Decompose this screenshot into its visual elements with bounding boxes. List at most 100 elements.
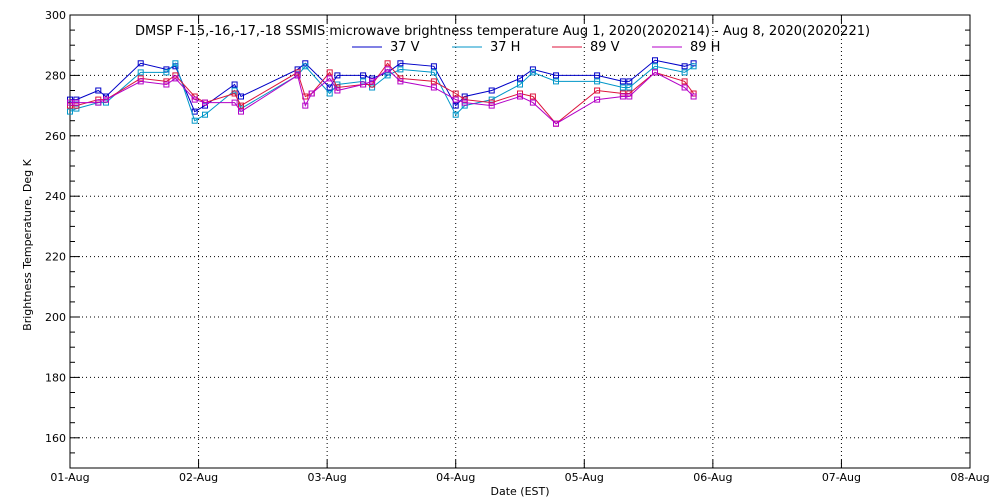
series-group — [67, 57, 697, 115]
data-point — [488, 87, 495, 94]
data-point — [690, 60, 697, 67]
data-point — [461, 99, 468, 106]
data-point — [397, 78, 404, 85]
data-point — [452, 90, 459, 97]
data-point — [238, 102, 244, 109]
data-point — [238, 93, 244, 100]
data-point — [95, 99, 102, 106]
data-point — [308, 90, 315, 97]
data-point — [231, 99, 238, 106]
data-point — [191, 117, 198, 124]
data-point — [326, 90, 333, 97]
data-point — [231, 81, 238, 88]
data-point — [326, 69, 333, 76]
series-group — [67, 60, 697, 124]
y-tick-label: 300 — [45, 9, 66, 22]
data-point — [384, 66, 391, 73]
data-point — [384, 60, 391, 67]
data-point — [231, 90, 238, 97]
data-point — [619, 84, 626, 91]
data-point — [369, 81, 376, 88]
y-tick-label: 200 — [45, 311, 66, 324]
y-tick-label: 280 — [45, 69, 66, 82]
data-point — [202, 99, 208, 106]
data-point — [430, 69, 437, 76]
data-point — [619, 93, 626, 100]
data-point — [137, 60, 144, 67]
data-point — [67, 108, 73, 115]
series-group — [67, 66, 697, 127]
grid-layer — [70, 15, 970, 468]
data-point — [360, 72, 367, 79]
data-point — [626, 93, 633, 100]
data-point — [103, 93, 109, 100]
data-point — [681, 78, 688, 85]
data-point — [67, 99, 73, 106]
data-point — [690, 93, 697, 100]
series-group — [67, 60, 697, 127]
data-point — [73, 99, 80, 106]
data-point — [652, 57, 658, 64]
y-tick-label: 180 — [45, 371, 66, 384]
data-point — [517, 75, 523, 82]
data-point — [302, 63, 309, 70]
data-point — [172, 60, 179, 67]
data-point — [430, 84, 437, 91]
x-tick-label: 02-Aug — [179, 471, 218, 484]
x-tick-label: 04-Aug — [436, 471, 475, 484]
data-point — [681, 63, 688, 70]
series-layer — [67, 57, 697, 127]
data-point — [594, 78, 601, 85]
data-point — [326, 75, 333, 82]
x-axis-label: Date (EST) — [490, 485, 549, 498]
data-point — [95, 87, 102, 94]
data-point — [517, 93, 523, 100]
data-point — [191, 108, 198, 115]
chart-legend: 37 V 37 H 89 V 89 H — [352, 40, 720, 55]
legend-label: 89 H — [690, 40, 720, 55]
x-tick-label: 06-Aug — [693, 471, 732, 484]
data-point — [326, 84, 333, 91]
data-point — [302, 102, 309, 109]
data-point — [529, 93, 536, 100]
y-axis-label: Brightness Temperature, Deg K — [21, 158, 34, 330]
data-point — [397, 66, 404, 73]
data-point — [681, 69, 688, 76]
data-point — [619, 78, 626, 85]
x-tick-label: 05-Aug — [565, 471, 604, 484]
data-point — [360, 78, 367, 85]
data-point — [397, 60, 404, 67]
data-point — [452, 111, 459, 118]
data-point — [202, 111, 208, 118]
x-tick-label: 08-Aug — [950, 471, 989, 484]
series-line — [70, 59, 694, 113]
y-tick-label: 240 — [45, 190, 66, 203]
data-point — [360, 81, 367, 88]
data-point — [452, 102, 459, 109]
y-tick-label: 260 — [45, 130, 66, 143]
y-tick-label: 160 — [45, 432, 66, 445]
y-tick-label: 220 — [45, 251, 66, 264]
data-point — [594, 96, 601, 103]
data-point — [652, 63, 658, 70]
data-point — [384, 72, 391, 79]
data-point — [529, 99, 536, 106]
chart-title: DMSP F-15,-16,-17,-18 SSMIS microwave br… — [135, 24, 870, 39]
data-point — [553, 72, 559, 79]
x-tick-label: 01-Aug — [50, 471, 89, 484]
x-tick-label: 03-Aug — [308, 471, 347, 484]
data-point — [430, 63, 437, 70]
legend-label: 89 V — [590, 40, 620, 55]
data-point — [334, 87, 341, 94]
data-point — [517, 81, 523, 88]
data-point — [488, 102, 495, 109]
legend-label: 37 H — [490, 40, 520, 55]
data-point — [594, 87, 601, 94]
data-point — [626, 84, 633, 91]
data-point — [238, 108, 244, 115]
data-point — [452, 96, 459, 103]
data-point — [690, 63, 697, 70]
data-point — [553, 78, 559, 85]
data-point — [334, 72, 341, 79]
ticks-layer: 01-Aug 02-Aug 03-Aug 04-Aug 05-Aug 06-Aug 07-A… — [45, 9, 990, 484]
